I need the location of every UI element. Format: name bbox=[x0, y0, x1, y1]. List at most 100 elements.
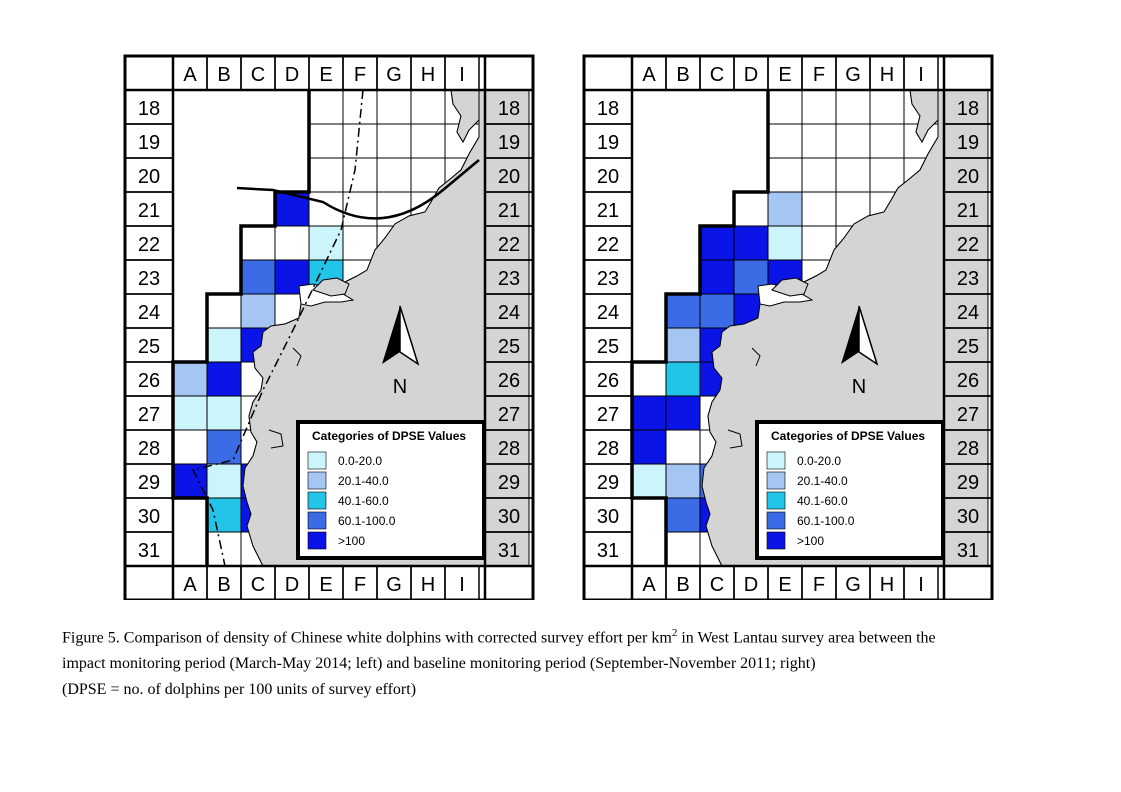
col-label-D-bottom: D bbox=[744, 574, 758, 596]
row-label-20-left: 20 bbox=[597, 166, 619, 188]
row-label-30-right: 30 bbox=[957, 506, 979, 528]
grid-cell-D22 bbox=[274, 225, 310, 261]
row-label-18-right: 18 bbox=[957, 98, 979, 120]
grid-cell-G20 bbox=[376, 157, 412, 193]
grid-cell-F22 bbox=[342, 225, 378, 261]
dpse-cell-C23 bbox=[699, 259, 735, 295]
dpse-cell-C22 bbox=[699, 225, 735, 261]
col-label-H-top: H bbox=[421, 64, 435, 86]
row-label-27-left: 27 bbox=[597, 404, 619, 426]
row-label-24-left: 24 bbox=[138, 302, 160, 324]
col-label-F-top: F bbox=[354, 64, 366, 86]
col-label-I-top: I bbox=[459, 64, 465, 86]
legend-label-4: 60.1-100.0 bbox=[797, 514, 855, 528]
marine-traffic-route bbox=[191, 89, 364, 567]
col-label-D-top: D bbox=[744, 64, 758, 86]
row-label-25-left: 25 bbox=[138, 336, 160, 358]
north-label: N bbox=[393, 376, 407, 398]
row-label-18-right: 18 bbox=[498, 98, 520, 120]
row-label-22-right: 22 bbox=[498, 234, 520, 256]
dpse-cell-B26 bbox=[665, 361, 701, 397]
col-label-G-top: G bbox=[845, 64, 861, 86]
legend: Categories of DPSE Values 0.0-20.0 20.1-40… bbox=[296, 420, 486, 560]
col-label-F-bottom: F bbox=[813, 574, 825, 596]
caption-line-1-end: in West Lantau survey area between the bbox=[677, 629, 936, 647]
caption-line-1: Figure 5. Comparison of density of Chine… bbox=[62, 620, 1072, 651]
legend-swatch-4 bbox=[307, 511, 327, 530]
grid-cell-E20 bbox=[308, 157, 344, 193]
grid-cell-E19 bbox=[308, 123, 344, 159]
north-arrow-icon bbox=[841, 305, 879, 366]
row-label-28-right: 28 bbox=[498, 438, 520, 460]
legend-swatch-2 bbox=[307, 471, 327, 490]
grid-cell-H19 bbox=[869, 123, 905, 159]
col-label-E-bottom: E bbox=[319, 574, 332, 596]
col-label-A-top: A bbox=[642, 64, 656, 86]
legend-label-1: 0.0-20.0 bbox=[797, 454, 841, 468]
row-label-19-left: 19 bbox=[138, 132, 160, 154]
row-label-23-left: 23 bbox=[138, 268, 160, 290]
row-label-20-right: 20 bbox=[957, 166, 979, 188]
dpse-cell-B25 bbox=[206, 327, 242, 363]
dpse-cell-C24 bbox=[240, 293, 276, 329]
grid-cell-B28 bbox=[665, 429, 701, 465]
dpse-cell-A29 bbox=[631, 463, 667, 499]
dpse-cell-B24 bbox=[665, 293, 701, 329]
row-label-20-right: 20 bbox=[498, 166, 520, 188]
row-label-28-left: 28 bbox=[138, 438, 160, 460]
row-label-21-left: 21 bbox=[138, 200, 160, 222]
grid-cell-E18 bbox=[308, 89, 344, 125]
dpse-cell-B25 bbox=[665, 327, 701, 363]
row-label-28-left: 28 bbox=[597, 438, 619, 460]
row-label-27-left: 27 bbox=[138, 404, 160, 426]
caption-line-2: impact monitoring period (March-May 2014… bbox=[62, 655, 816, 673]
grid-cell-G18 bbox=[835, 89, 871, 125]
caption-line-3: (DPSE = no. of dolphins per 100 units of… bbox=[62, 681, 417, 699]
row-label-19-right: 19 bbox=[957, 132, 979, 154]
row-label-24-right: 24 bbox=[498, 302, 520, 324]
grid-cell-F18 bbox=[801, 89, 837, 125]
row-label-29-left: 29 bbox=[597, 472, 619, 494]
row-label-25-left: 25 bbox=[597, 336, 619, 358]
row-label-31-right: 31 bbox=[957, 540, 979, 562]
row-label-30-left: 30 bbox=[138, 506, 160, 528]
col-label-H-bottom: H bbox=[880, 574, 894, 596]
col-label-H-bottom: H bbox=[421, 574, 435, 596]
legend-swatch-3 bbox=[307, 491, 327, 510]
grid-cell-A26 bbox=[631, 361, 667, 397]
legend-swatch-3 bbox=[766, 491, 786, 510]
grid-cell-F22 bbox=[801, 225, 837, 261]
row-label-28-right: 28 bbox=[957, 438, 979, 460]
figure-caption: Figure 5. Comparison of density of Chine… bbox=[62, 620, 1072, 703]
row-label-26-right: 26 bbox=[957, 370, 979, 392]
row-label-21-left: 21 bbox=[597, 200, 619, 222]
row-label-27-right: 27 bbox=[498, 404, 520, 426]
dpse-cell-B30 bbox=[206, 497, 242, 533]
col-label-B-bottom: B bbox=[217, 574, 230, 596]
col-label-B-top: B bbox=[217, 64, 230, 86]
dpse-cell-A27 bbox=[172, 395, 208, 431]
legend-title: Categories of DPSE Values bbox=[771, 429, 925, 443]
col-label-H-top: H bbox=[880, 64, 894, 86]
legend-swatch-4 bbox=[766, 511, 786, 530]
row-label-29-left: 29 bbox=[138, 472, 160, 494]
grid-cell-E19 bbox=[767, 123, 803, 159]
caption-superscript: 2 bbox=[671, 627, 678, 639]
dpse-cell-A27 bbox=[631, 395, 667, 431]
col-label-G-top: G bbox=[386, 64, 402, 86]
bridge-alignment bbox=[236, 159, 480, 220]
legend-swatch-1 bbox=[307, 451, 327, 470]
row-label-31-right: 31 bbox=[498, 540, 520, 562]
grid-cell-B31 bbox=[665, 531, 701, 567]
row-label-23-right: 23 bbox=[957, 268, 979, 290]
row-label-22-left: 22 bbox=[597, 234, 619, 256]
row-label-30-right: 30 bbox=[498, 506, 520, 528]
row-label-18-left: 18 bbox=[597, 98, 619, 120]
grid-cell-H18 bbox=[869, 89, 905, 125]
col-label-D-bottom: D bbox=[285, 574, 299, 596]
grid-cell-E18 bbox=[767, 89, 803, 125]
dpse-cell-E21 bbox=[767, 191, 803, 227]
grid-cell-F18 bbox=[342, 89, 378, 125]
